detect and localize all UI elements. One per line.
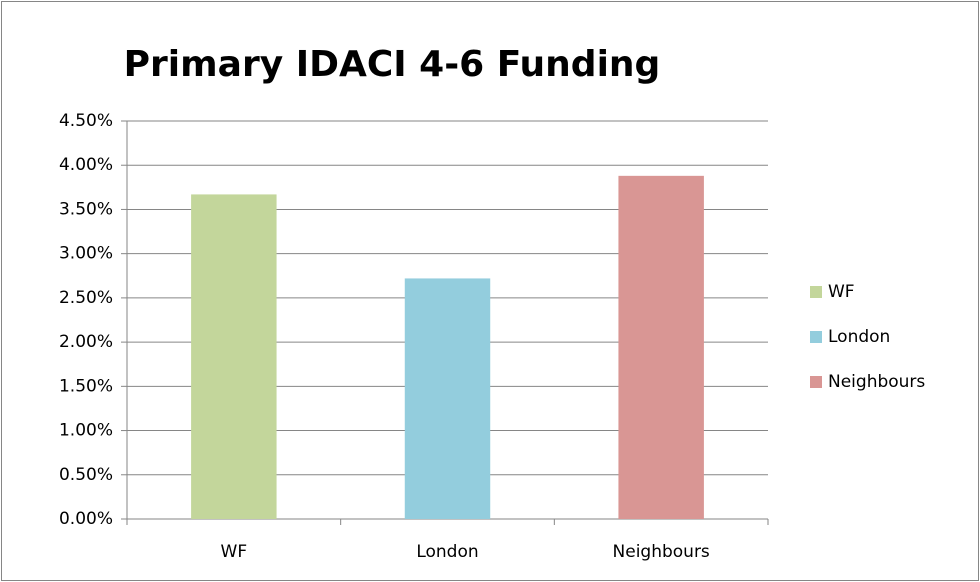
bar	[191, 194, 277, 520]
y-tick-label: 1.00%	[59, 421, 113, 441]
y-tick-label: 2.00%	[59, 332, 113, 352]
y-tick-label: 2.50%	[59, 288, 113, 308]
y-tick-label: 0.50%	[59, 465, 113, 485]
y-tick-label: 0.00%	[59, 509, 113, 529]
legend-swatch	[810, 376, 822, 388]
legend-label: London	[828, 327, 890, 347]
x-tick-label: London	[416, 542, 478, 562]
bar	[618, 175, 704, 519]
bar	[404, 278, 491, 519]
chart-title: Primary IDACI 4-6 Funding	[124, 44, 661, 85]
y-tick-label: 3.00%	[59, 244, 113, 264]
x-tick-label: WF	[221, 542, 248, 562]
x-tick-label: Neighbours	[613, 542, 710, 562]
y-tick-label: 4.50%	[59, 111, 113, 131]
legend-label: WF	[828, 282, 855, 302]
y-tick-label: 3.50%	[59, 199, 113, 219]
legend-label: Neighbours	[828, 372, 925, 392]
y-tick-label: 4.00%	[59, 155, 113, 175]
legend-swatch	[810, 331, 822, 343]
y-tick-label: 1.50%	[59, 376, 113, 396]
legend-swatch	[810, 286, 822, 298]
